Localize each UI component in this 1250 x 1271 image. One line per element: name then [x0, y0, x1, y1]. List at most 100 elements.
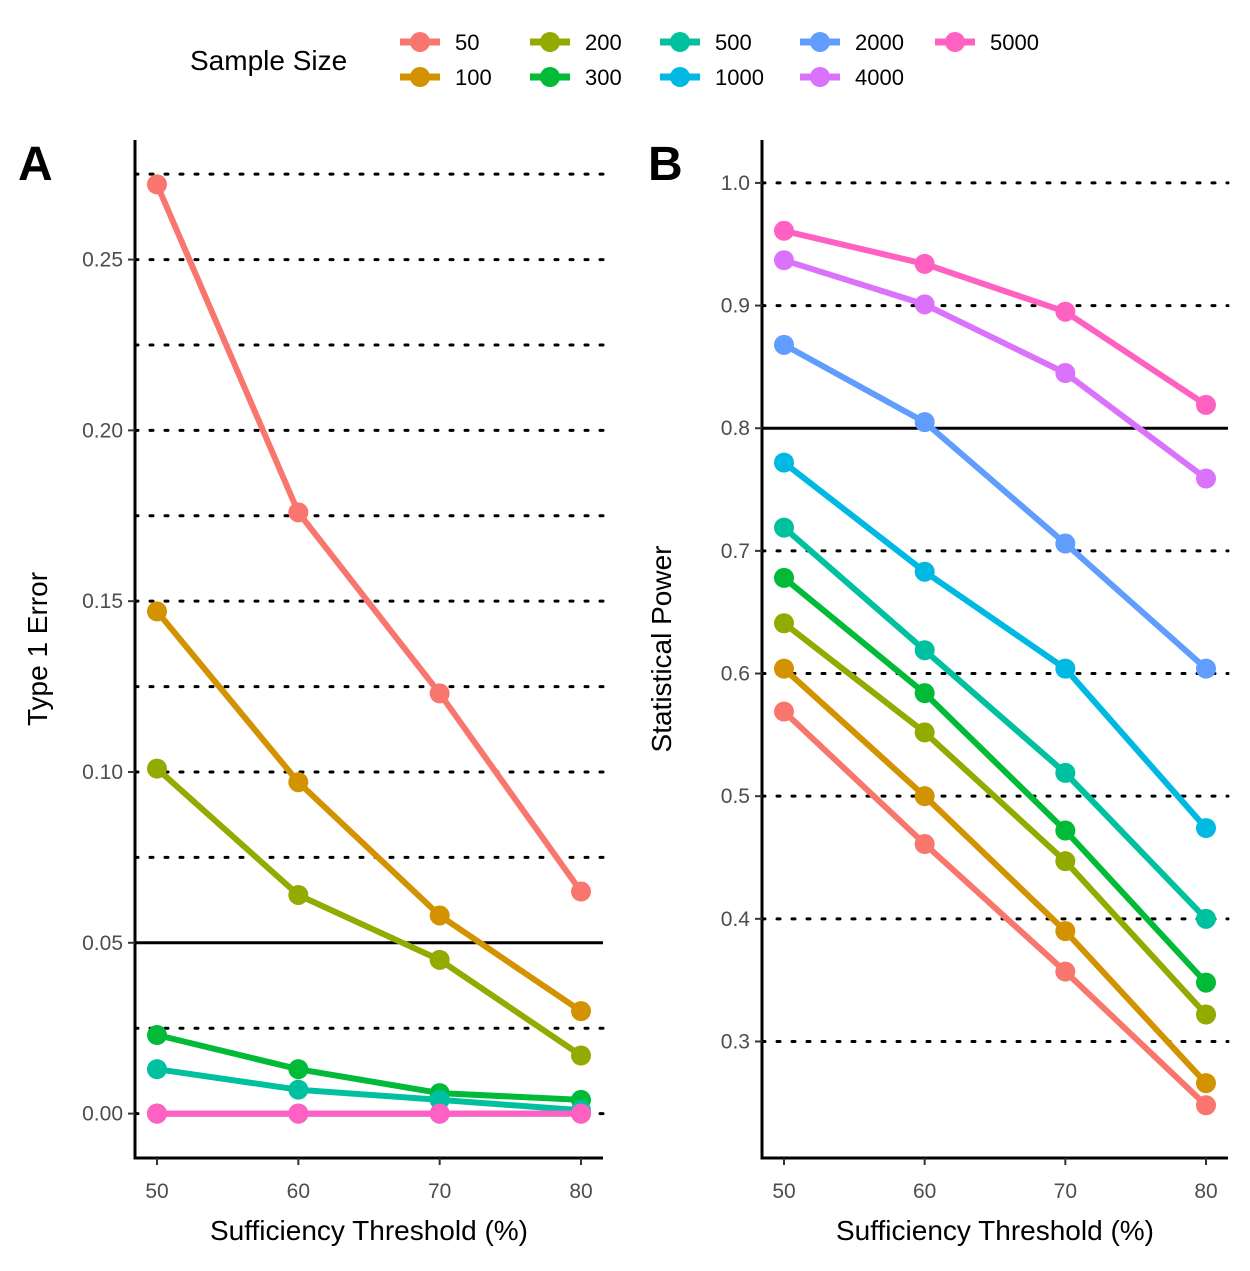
data-point — [147, 758, 167, 779]
data-point — [147, 1059, 167, 1080]
legend-label: 300 — [585, 65, 622, 90]
x-tick-label: 80 — [1194, 1180, 1217, 1203]
legend-entry-5000: 5000 — [935, 30, 1039, 55]
series-line — [783, 257, 1208, 481]
series-line — [781, 709, 1209, 1108]
data-point — [429, 1089, 450, 1110]
legend-label: 4000 — [855, 65, 904, 90]
series-100 — [147, 601, 591, 1022]
x-tick-label: 60 — [287, 1180, 310, 1203]
data-point — [429, 905, 450, 926]
panel-a: A 0.00 0.05 0.10 0.15 0.20 0.25 50 60 70 80 Suffici… — [18, 138, 605, 1246]
x-ticks: 50 60 70 80 — [772, 1158, 1218, 1203]
series-line — [782, 342, 1208, 671]
data-point — [774, 701, 794, 722]
data-point — [914, 253, 935, 274]
legend-entry-50: 50 — [400, 30, 479, 55]
data-point — [571, 881, 591, 902]
y-tick-label: 1.0 — [721, 172, 750, 195]
data-point — [1055, 820, 1076, 841]
series-group — [147, 174, 591, 1124]
legend-entry-2000: 2000 — [800, 30, 904, 55]
legend-label: 5000 — [990, 30, 1039, 55]
series-line — [154, 183, 584, 894]
data-point — [774, 334, 794, 355]
data-point — [1055, 921, 1076, 942]
legend-label: 1000 — [715, 65, 764, 90]
data-point — [774, 567, 794, 588]
data-point — [1055, 961, 1076, 982]
series-line — [154, 766, 583, 1058]
series-line — [782, 575, 1209, 985]
dotted-gridlines — [760, 181, 1230, 1043]
data-point — [774, 517, 794, 538]
series-5000 — [147, 1103, 591, 1124]
series-200 — [147, 758, 591, 1066]
data-point — [571, 1001, 591, 1022]
data-point — [914, 412, 935, 433]
y-tick-label: 0.25 — [82, 249, 123, 272]
y-axis-title: Type 1 Error — [22, 572, 53, 726]
data-point — [571, 1045, 591, 1066]
legend-label: 50 — [455, 30, 479, 55]
series-50 — [774, 701, 1216, 1116]
data-point — [1196, 468, 1216, 489]
series-500 — [774, 517, 1216, 929]
y-tick-label: 0.20 — [82, 419, 123, 442]
x-tick-label: 80 — [569, 1180, 592, 1203]
y-tick-label: 0.6 — [721, 663, 750, 686]
y-tick-label: 0.7 — [721, 540, 750, 563]
series-group — [774, 220, 1216, 1116]
x-axis-title: Sufficiency Threshold (%) — [210, 1215, 528, 1246]
y-tick-label: 0.15 — [82, 590, 123, 613]
series-line — [783, 227, 1208, 408]
legend-key-marker — [540, 67, 560, 87]
series-line — [156, 1032, 582, 1103]
legend-label: 500 — [715, 30, 752, 55]
series-line — [782, 525, 1209, 921]
series-1000 — [774, 452, 1216, 839]
series-5000 — [774, 220, 1216, 415]
y-tick-label: 0.9 — [721, 295, 750, 318]
legend-entry-500: 500 — [660, 30, 752, 55]
data-point — [1055, 363, 1076, 384]
data-point — [914, 834, 935, 855]
series-200 — [774, 613, 1216, 1025]
data-point — [774, 658, 794, 679]
data-point — [429, 949, 450, 970]
series-100 — [774, 658, 1216, 1094]
series-300 — [774, 567, 1216, 993]
data-point — [429, 1103, 450, 1124]
legend-entry-200: 200 — [530, 30, 622, 55]
data-point — [914, 640, 935, 661]
data-point — [288, 772, 309, 793]
series-line — [154, 609, 583, 1014]
series-4000 — [774, 250, 1216, 489]
series-300 — [147, 1025, 591, 1110]
legend-key-marker — [670, 67, 690, 87]
legend-entry-4000: 4000 — [800, 65, 904, 90]
data-point — [1196, 908, 1216, 929]
data-point — [1196, 1004, 1216, 1025]
x-tick-label: 50 — [772, 1180, 795, 1203]
y-axis-title: Statistical Power — [646, 546, 677, 753]
legend-entry-1000: 1000 — [660, 65, 764, 90]
data-point — [147, 1103, 167, 1124]
legend-title: Sample Size — [190, 45, 347, 76]
series-line — [782, 460, 1209, 831]
y-tick-label: 0.8 — [721, 417, 750, 440]
legend-key-marker — [410, 67, 430, 87]
y-tick-label: 0.05 — [82, 932, 123, 955]
data-point — [1196, 1073, 1216, 1094]
y-ticks: 0.3 0.4 0.5 0.6 0.7 0.8 0.9 1.0 — [721, 172, 762, 1053]
data-point — [1055, 301, 1076, 322]
data-point — [1055, 762, 1076, 783]
x-tick-label: 70 — [1054, 1180, 1077, 1203]
x-ticks: 50 60 70 80 — [145, 1158, 593, 1203]
data-point — [914, 294, 935, 315]
legend-key-marker — [670, 32, 690, 52]
data-point — [774, 250, 794, 271]
legend-key-marker — [945, 32, 965, 52]
